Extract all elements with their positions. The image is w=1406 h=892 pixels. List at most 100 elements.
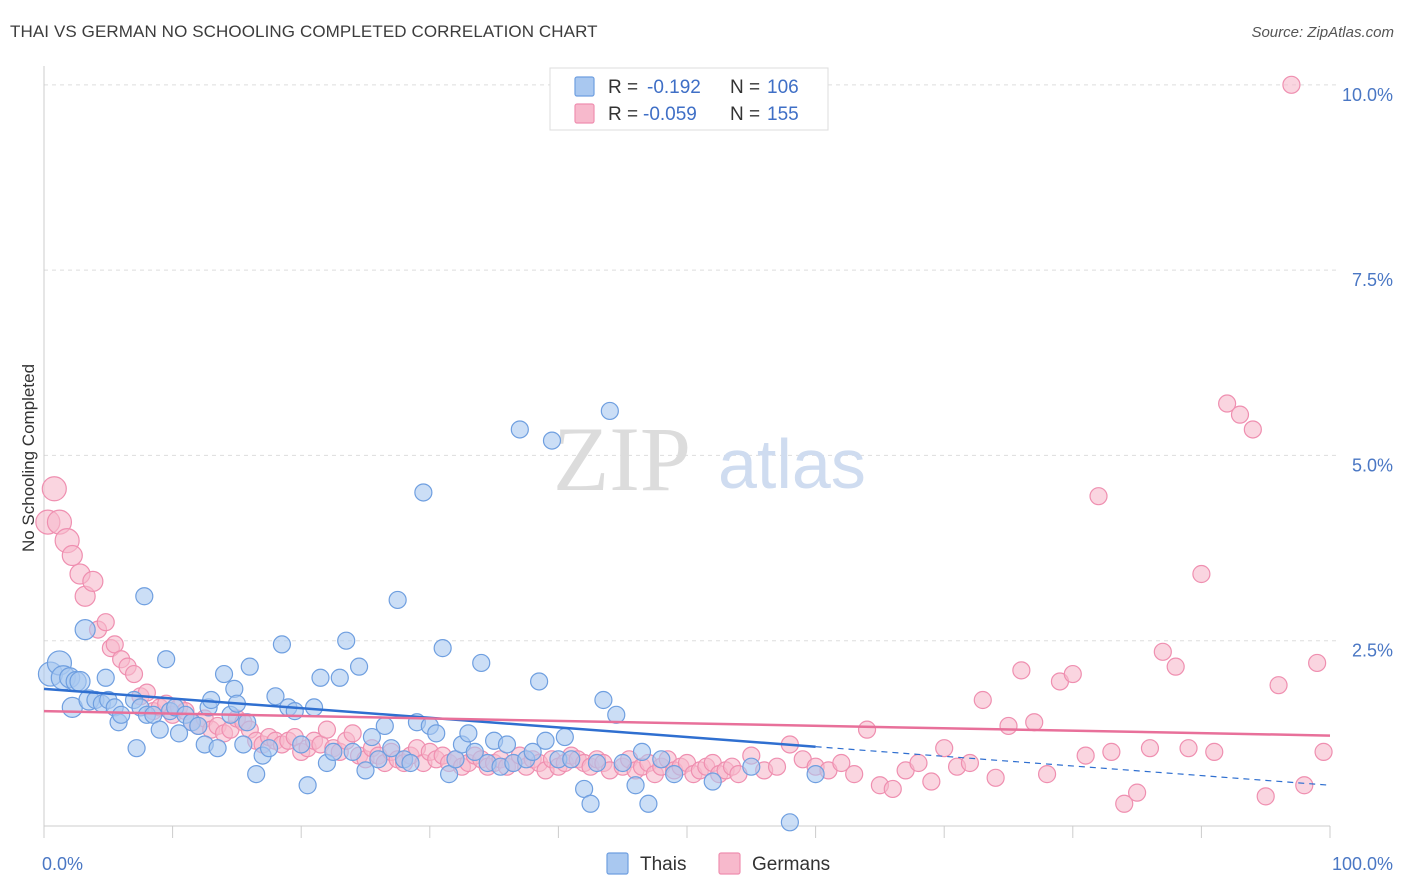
thais-point (324, 742, 343, 761)
thais-point (169, 724, 189, 743)
thais-point (127, 739, 146, 758)
thais-point (259, 739, 279, 758)
thais-point (214, 664, 234, 684)
thais-point (74, 618, 96, 641)
bottom-legend-swatch-thais (606, 852, 629, 875)
germans-point (41, 476, 67, 502)
thais-point (369, 750, 388, 769)
germans-point (1282, 75, 1301, 94)
thais-point (266, 687, 285, 706)
germans-point (1025, 713, 1044, 732)
thais-trend-extension (815, 746, 1331, 786)
thais-point (240, 657, 259, 676)
thais-point (806, 765, 825, 784)
x-tick-label: 0.0% (42, 854, 83, 874)
thais-point (135, 587, 154, 606)
trend-lines (43, 687, 1331, 786)
thais-point (472, 653, 491, 673)
thais-point (600, 401, 619, 421)
germans-point (1089, 487, 1108, 506)
thais-point (523, 742, 542, 761)
germans-point (935, 739, 954, 758)
bottom-legend-germans: Germans (752, 854, 830, 875)
thais-point (607, 705, 626, 724)
thais-point (112, 705, 131, 724)
germans-point (1243, 420, 1262, 439)
thais-point (555, 727, 574, 747)
bottom-legend-swatch-germans (718, 852, 741, 875)
germans-point (960, 753, 980, 773)
germans-point (767, 757, 787, 776)
germans-point (343, 724, 362, 743)
thais-point (639, 794, 658, 813)
thais-point (427, 724, 446, 743)
germans-point (1308, 653, 1327, 673)
legend-swatch-germans (574, 103, 595, 124)
thais-point (665, 765, 684, 784)
thais-point (530, 672, 549, 691)
y-tick-label: 2.5% (1352, 641, 1393, 661)
chart-title: THAI VS GERMAN NO SCHOOLING COMPLETED CO… (10, 22, 598, 41)
germans-point (1166, 657, 1185, 676)
thais-point (96, 668, 115, 687)
thais-point (157, 650, 176, 669)
germans-point (1205, 742, 1224, 761)
legend-r-label: R = (608, 77, 638, 98)
germans-point (82, 570, 104, 593)
thais-point (594, 690, 613, 710)
germans-point (1269, 676, 1288, 695)
thais-point (304, 698, 324, 717)
germans-point (1115, 794, 1134, 813)
legend-n-label: N = (730, 104, 760, 125)
y-tick-label: 5.0% (1352, 455, 1393, 475)
germans-point (1192, 564, 1211, 584)
germans-point (1295, 776, 1314, 795)
germans-point (61, 544, 83, 567)
thais-point (542, 431, 562, 450)
y-axis-label: No Schooling Completed (19, 364, 38, 552)
germans-point (986, 768, 1005, 787)
thais-point (69, 670, 91, 693)
thais-point (234, 735, 253, 754)
thais-point (150, 720, 169, 739)
x-tick-labels: 0.0% 100.0% (42, 854, 1393, 874)
thais-point (272, 635, 292, 654)
thais-point (497, 735, 517, 754)
germans-point (1179, 739, 1198, 758)
thais-point (613, 753, 632, 773)
thais-point (587, 753, 607, 773)
germans-point (317, 720, 337, 739)
germans-point (1153, 642, 1172, 661)
germans-point (845, 765, 864, 784)
thais-point (382, 739, 401, 758)
thais-point (562, 750, 581, 769)
germans-point (1218, 394, 1237, 413)
axes (43, 66, 1331, 838)
germans-point (1256, 787, 1275, 806)
germans-point (999, 716, 1018, 736)
legend-n-value: 155 (767, 104, 799, 125)
thais-point (581, 794, 600, 813)
bottom-legend-thais: Thais (640, 854, 686, 875)
thais-point (349, 657, 369, 676)
germans-point (1037, 765, 1057, 784)
thais-point (632, 742, 652, 761)
germans-point (922, 772, 941, 791)
legend-r-value: -0.059 (643, 104, 697, 125)
thais-point (311, 668, 330, 687)
source-label: Source: ZipAtlas.com (1251, 24, 1394, 41)
thais-point (298, 776, 317, 795)
germans-point (909, 753, 928, 773)
germans-point (1140, 739, 1160, 758)
thais-point (433, 639, 452, 658)
germans-point (1102, 742, 1121, 761)
legend-n-label: N = (730, 77, 760, 98)
germans-point (1012, 661, 1031, 680)
germans-point (857, 720, 877, 739)
thais-point (330, 668, 349, 687)
series-thais (37, 401, 825, 832)
thais-point (189, 716, 208, 736)
germans-point (124, 664, 144, 684)
thais-point (375, 716, 394, 736)
